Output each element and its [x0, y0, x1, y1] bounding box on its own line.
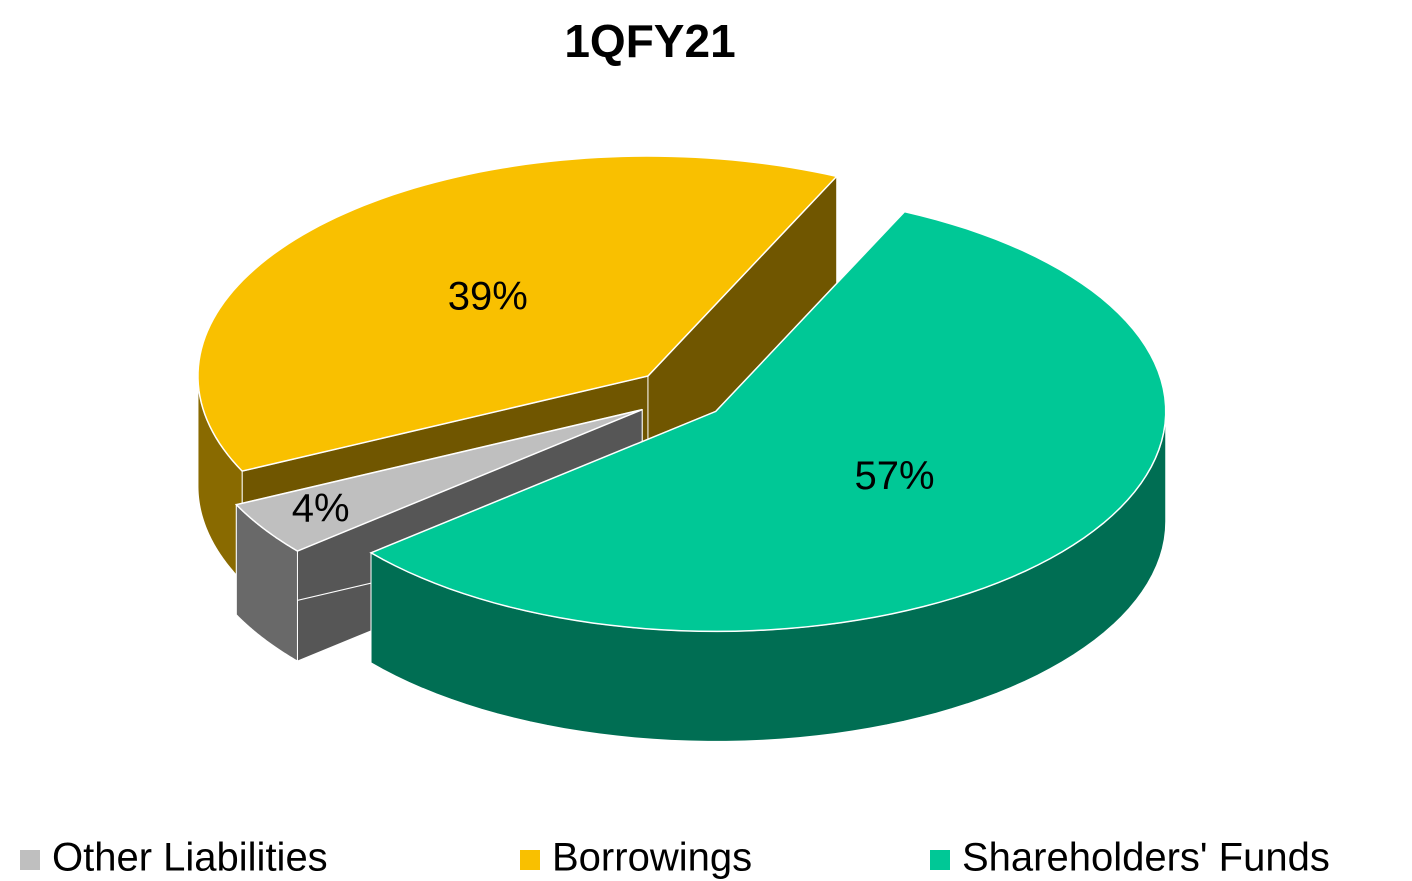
- legend-label: Shareholders' Funds: [962, 836, 1330, 880]
- legend-swatch: [930, 850, 950, 870]
- chart-title: 1QFY21: [564, 15, 735, 67]
- slice-top: [369, 210, 1167, 633]
- legend-label: Other Liabilities: [52, 836, 328, 880]
- data-label: 4%: [292, 486, 350, 530]
- slice-top: [197, 155, 839, 472]
- legend-swatch: [20, 850, 40, 870]
- slice-top: [234, 408, 643, 552]
- legend-label: Borrowings: [552, 836, 752, 880]
- pie-slice: [369, 210, 1167, 742]
- data-label: 39%: [448, 274, 528, 318]
- legend-swatch: [520, 850, 540, 870]
- data-label: 57%: [854, 454, 934, 498]
